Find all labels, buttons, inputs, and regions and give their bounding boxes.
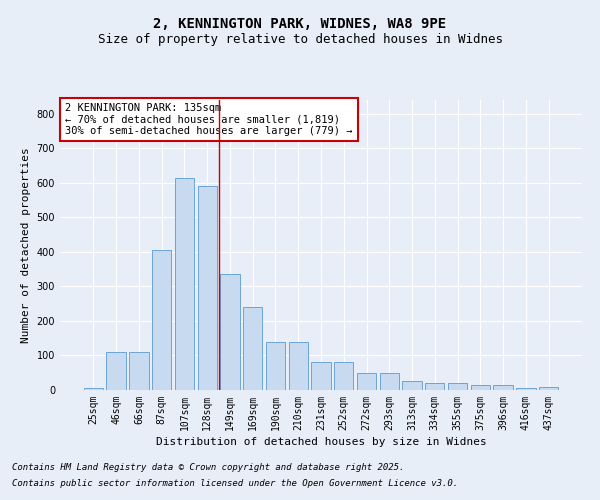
Bar [152, 250, 172, 390]
Text: Size of property relative to detached houses in Widnes: Size of property relative to detached ho… [97, 32, 503, 46]
Bar [311, 362, 331, 390]
Text: Contains HM Land Registry data © Crown copyright and database right 2025.: Contains HM Land Registry data © Crown c… [12, 464, 404, 472]
Bar [220, 274, 239, 390]
Bar [84, 388, 103, 390]
Text: Contains public sector information licensed under the Open Government Licence v3: Contains public sector information licen… [12, 478, 458, 488]
X-axis label: Distribution of detached houses by size in Widnes: Distribution of detached houses by size … [155, 437, 487, 447]
Bar [243, 307, 262, 390]
Bar [357, 372, 376, 390]
Bar [106, 352, 126, 390]
Bar [197, 186, 217, 390]
Bar [493, 385, 513, 390]
Bar [175, 178, 194, 390]
Y-axis label: Number of detached properties: Number of detached properties [21, 147, 31, 343]
Bar [403, 382, 422, 390]
Bar [266, 342, 285, 390]
Bar [129, 352, 149, 390]
Bar [470, 385, 490, 390]
Bar [516, 388, 536, 390]
Bar [425, 383, 445, 390]
Bar [539, 386, 558, 390]
Text: 2, KENNINGTON PARK, WIDNES, WA8 9PE: 2, KENNINGTON PARK, WIDNES, WA8 9PE [154, 18, 446, 32]
Bar [289, 342, 308, 390]
Bar [334, 362, 353, 390]
Bar [448, 383, 467, 390]
Text: 2 KENNINGTON PARK: 135sqm
← 70% of detached houses are smaller (1,819)
30% of se: 2 KENNINGTON PARK: 135sqm ← 70% of detac… [65, 103, 353, 136]
Bar [380, 372, 399, 390]
